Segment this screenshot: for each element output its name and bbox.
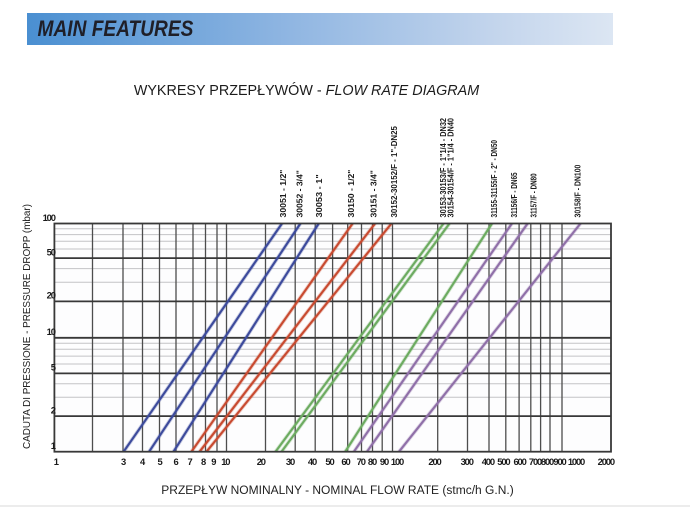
svg-text:500: 500 (497, 456, 510, 467)
svg-text:200: 200 (428, 456, 441, 467)
svg-text:50: 50 (325, 456, 334, 467)
svg-text:30051 - 1/2": 30051 - 1/2" (279, 169, 288, 217)
svg-text:1: 1 (54, 456, 59, 467)
svg-text:4: 4 (140, 456, 146, 467)
svg-text:31155-31155/F - 2" - DN50: 31155-31155/F - 2" - DN50 (490, 139, 499, 217)
svg-text:30153-30153/F - 1"1/4 - DN32: 30153-30153/F - 1"1/4 - DN32 (439, 117, 448, 217)
svg-text:1: 1 (51, 440, 56, 451)
svg-text:8: 8 (201, 456, 206, 467)
svg-text:30052 - 3/4": 30052 - 3/4" (296, 170, 305, 218)
svg-text:7: 7 (187, 456, 192, 467)
svg-text:50: 50 (47, 246, 56, 257)
svg-text:400: 400 (482, 456, 495, 467)
svg-text:30154-30154/F - 1"1/4 - DN40: 30154-30154/F - 1"1/4 - DN40 (447, 117, 456, 217)
svg-text:31157/F - DN80: 31157/F - DN80 (530, 173, 539, 218)
svg-text:31156/F - DN65: 31156/F - DN65 (510, 172, 519, 218)
svg-text:90: 90 (380, 456, 389, 467)
svg-text:PRZEPŁYW NOMINALNY - NOMINAL F: PRZEPŁYW NOMINALNY - NOMINAL FLOW RATE (… (161, 483, 513, 497)
svg-text:30: 30 (286, 456, 295, 467)
svg-text:30151 - 3/4": 30151 - 3/4" (370, 170, 379, 218)
svg-text:100: 100 (43, 212, 56, 223)
svg-text:2000: 2000 (598, 456, 615, 467)
svg-text:10: 10 (47, 326, 56, 337)
svg-text:10: 10 (221, 456, 230, 467)
svg-text:70: 70 (357, 456, 366, 467)
svg-text:20: 20 (47, 290, 56, 301)
svg-text:1000: 1000 (568, 456, 585, 467)
svg-text:60: 60 (341, 456, 350, 467)
svg-text:900: 900 (553, 456, 566, 467)
svg-text:20: 20 (257, 456, 266, 467)
svg-text:5: 5 (51, 362, 56, 373)
svg-text:30150 - 1/2": 30150 - 1/2" (347, 169, 356, 217)
svg-text:30158/F - DN100: 30158/F - DN100 (574, 164, 583, 217)
svg-text:80: 80 (368, 456, 377, 467)
svg-text:6: 6 (174, 456, 179, 467)
svg-text:CADUTA DI PRESSIONE - PRESSURE: CADUTA DI PRESSIONE - PRESSURE DROPP (mb… (22, 204, 33, 449)
svg-text:30152-30152/F - 1"-DN25: 30152-30152/F - 1"-DN25 (390, 125, 399, 217)
svg-text:40: 40 (308, 456, 317, 467)
svg-text:5: 5 (158, 456, 163, 467)
svg-text:9: 9 (211, 456, 216, 467)
svg-text:3: 3 (121, 456, 126, 467)
svg-text:700: 700 (529, 456, 542, 467)
svg-text:800: 800 (541, 456, 554, 467)
svg-text:300: 300 (461, 456, 474, 467)
svg-text:30053 - 1": 30053 - 1" (315, 174, 324, 218)
svg-text:100: 100 (391, 456, 404, 467)
svg-text:600: 600 (513, 456, 526, 467)
svg-text:2: 2 (51, 404, 56, 415)
